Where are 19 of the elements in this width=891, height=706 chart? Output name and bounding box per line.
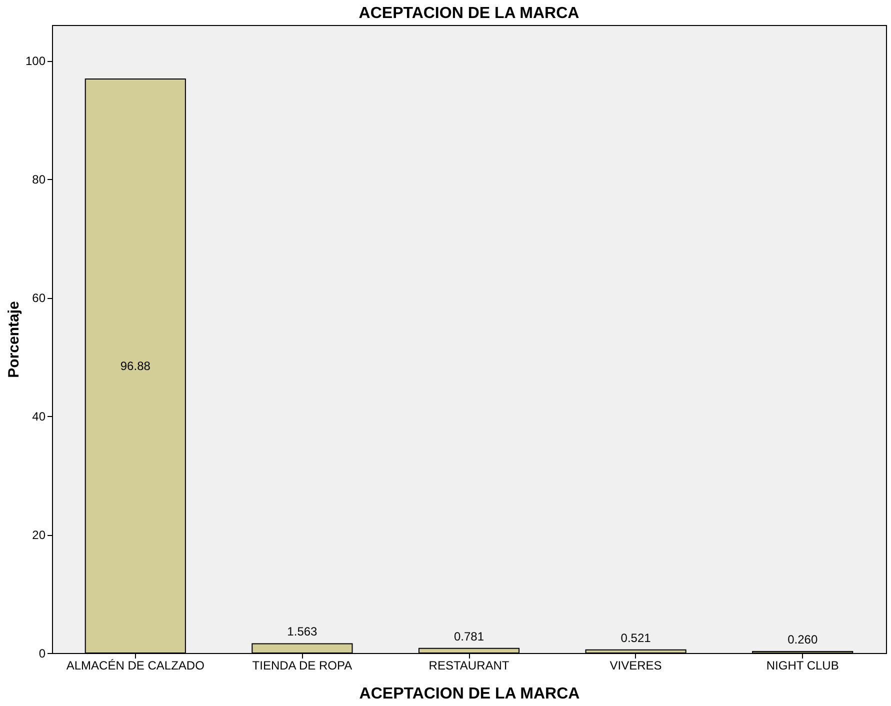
x-tick-label: VIVERES xyxy=(610,658,662,672)
data-label: 96.88 xyxy=(120,359,151,374)
y-tick-label: 60 xyxy=(32,291,46,306)
y-tick-label: 100 xyxy=(25,54,46,68)
x-tick-label: TIENDA DE ROPA xyxy=(252,658,352,672)
data-label: 0.260 xyxy=(788,632,818,646)
x-tick-label: NIGHT CLUB xyxy=(766,658,839,672)
data-label: 0.521 xyxy=(620,630,652,645)
x-tick-label: RESTAURANT xyxy=(428,658,510,672)
y-axis-title: Porcentaje xyxy=(5,301,22,378)
x-tick-label: ALMACÉN DE CALZADO xyxy=(66,658,204,672)
y-tick-label: 40 xyxy=(32,410,46,424)
y-tick-label: 0 xyxy=(38,646,46,660)
chart-title: ACEPTACION DE LA MARCA xyxy=(358,5,580,22)
y-tick-label: 80 xyxy=(32,172,46,187)
data-label: 0.781 xyxy=(454,629,484,644)
y-tick-label: 20 xyxy=(32,528,46,542)
x-axis-title: ACEPTACION DE LA MARCA xyxy=(359,686,580,702)
data-label: 1.563 xyxy=(287,624,318,639)
